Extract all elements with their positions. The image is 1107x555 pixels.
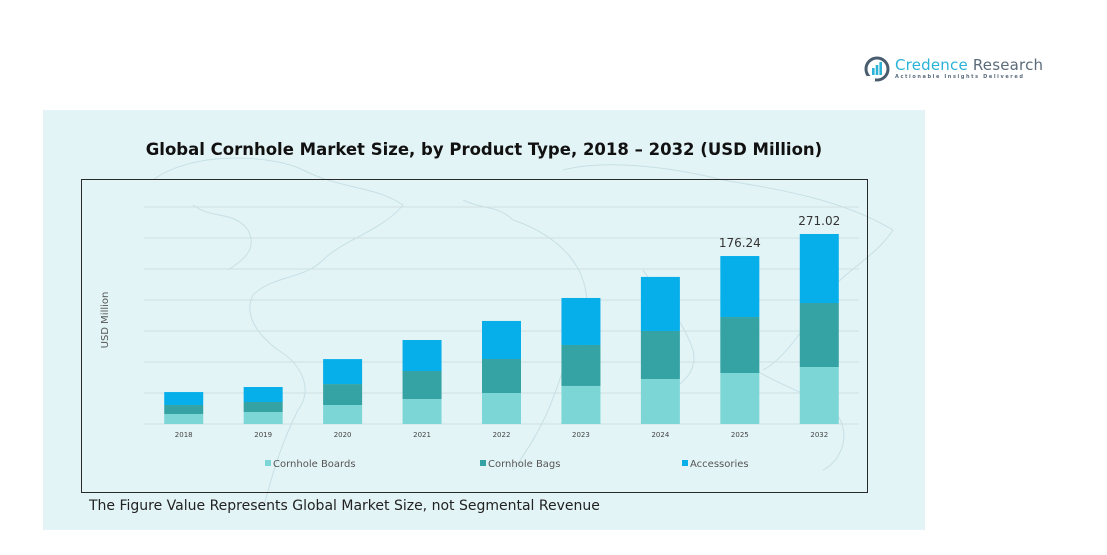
bar-accessories-2022	[482, 320, 521, 359]
chart-panel: Global Cornhole Market Size, by Product …	[43, 110, 925, 530]
x-tick-2032: 2032	[810, 431, 828, 439]
bar-accessories-2021	[402, 340, 442, 371]
data-label-2032: 271.02	[798, 214, 840, 228]
bar-cornhole-bags-2023	[561, 344, 601, 386]
x-tick-labels: 2018 2019 2020 2021 2022 2023 2024 2025 2032	[175, 431, 828, 439]
bar-accessories-2025	[720, 256, 760, 318]
chart-frame: USD Million 2018 2019 2020 2021 2022 2023 2024…	[81, 179, 868, 493]
legend-label-accessories: Accessories	[690, 459, 749, 470]
brand-logo: Credence Research Actionable Insights De…	[864, 56, 1043, 82]
x-tick-2025: 2025	[731, 431, 749, 439]
bar-accessories-2020	[323, 359, 363, 385]
bar-cornhole-boards-2025	[720, 373, 760, 424]
x-tick-2023: 2023	[572, 431, 590, 439]
legend-swatch-accessories	[682, 460, 688, 466]
bar-accessories-2024	[640, 276, 680, 331]
bar-cornhole-boards-2022	[482, 393, 521, 424]
bar-accessories-2019	[243, 387, 283, 402]
bar-cornhole-bags-2021	[402, 370, 442, 400]
bar-cornhole-bags-2022	[482, 358, 521, 394]
x-tick-2022: 2022	[493, 431, 511, 439]
footnote: The Figure Value Represents Global Marke…	[89, 498, 600, 514]
brand-name-part1: Credence	[895, 56, 968, 74]
bar-cornhole-bags-2032	[799, 302, 839, 367]
x-tick-2018: 2018	[175, 431, 193, 439]
chart-title: Global Cornhole Market Size, by Product …	[145, 140, 823, 159]
bars	[164, 234, 839, 424]
bar-cornhole-boards-2020	[323, 405, 363, 424]
stacked-bar-chart: USD Million 2018 2019 2020 2021 2022 2023 2024…	[100, 206, 859, 470]
bar-cornhole-boards-2032	[799, 367, 839, 424]
legend-label-cornhole-bags: Cornhole Bags	[488, 459, 561, 470]
bar-cornhole-bags-2019	[243, 401, 283, 412]
bar-accessories-2032	[799, 234, 839, 303]
bar-cornhole-boards-2019	[243, 411, 283, 424]
legend-swatch-cornhole-boards	[265, 460, 271, 466]
x-tick-2021: 2021	[413, 431, 431, 439]
bar-cornhole-bags-2025	[720, 317, 760, 374]
bar-cornhole-bags-2020	[323, 384, 363, 406]
bar-cornhole-bags-2018	[164, 405, 204, 414]
brand-name-part2: Research	[967, 56, 1044, 74]
data-label-2025: 176.24	[719, 236, 761, 250]
y-axis-label: USD Million	[100, 292, 111, 349]
x-tick-2024: 2024	[651, 431, 669, 439]
data-labels: 176.24 271.02	[719, 214, 840, 250]
bar-cornhole-boards-2024	[640, 379, 680, 424]
bar-cornhole-bags-2024	[640, 330, 680, 380]
bar-cornhole-boards-2018	[164, 413, 204, 424]
legend-swatch-cornhole-bags	[480, 460, 486, 466]
bar-accessories-2018	[164, 392, 204, 406]
credence-logo-icon	[864, 56, 890, 82]
bar-accessories-2023	[561, 297, 601, 345]
x-tick-2019: 2019	[254, 431, 272, 439]
legend: Cornhole Boards Cornhole Bags Accessories	[265, 459, 749, 470]
x-tick-2020: 2020	[334, 431, 352, 439]
bar-cornhole-boards-2023	[561, 385, 601, 424]
brand-tagline: Actionable Insights Delivered	[895, 74, 1025, 80]
bar-cornhole-boards-2021	[402, 399, 442, 424]
legend-label-cornhole-boards: Cornhole Boards	[273, 459, 356, 470]
